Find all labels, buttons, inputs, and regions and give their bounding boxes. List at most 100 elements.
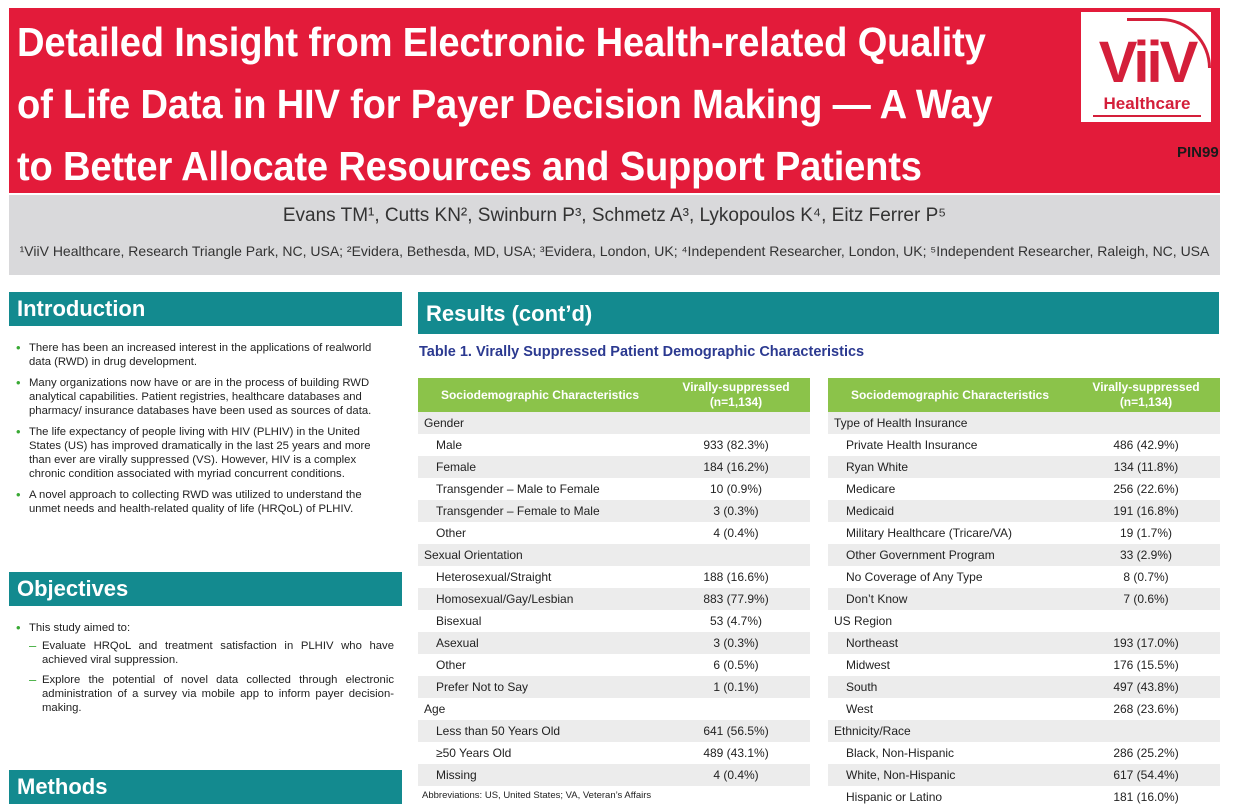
poster-code: PIN99 bbox=[1177, 144, 1219, 161]
column-header-line: (n=1,134) bbox=[709, 395, 763, 409]
row-label: Ryan White bbox=[828, 456, 1072, 478]
list-item: The life expectancy of people living wit… bbox=[16, 425, 394, 481]
affiliation-list: ¹ViiV Healthcare, Research Triangle Park… bbox=[19, 243, 1210, 259]
table-group-row: Sexual Orientation bbox=[418, 544, 810, 566]
row-label: Less than 50 Years Old bbox=[418, 720, 662, 742]
row-label: Transgender – Female to Male bbox=[418, 500, 662, 522]
column-header-line: Virally-suppressed bbox=[1092, 380, 1200, 394]
table-row: Less than 50 Years Old 641 (56.5%) bbox=[418, 720, 810, 742]
row-value: 641 (56.5%) bbox=[662, 720, 810, 742]
row-value: 933 (82.3%) bbox=[703, 438, 769, 452]
table-row: Black, Non-Hispanic 286 (25.2%) bbox=[828, 742, 1220, 764]
list-item: Evaluate HRQoL and treatment satisfactio… bbox=[29, 639, 394, 667]
table-row: Don’t Know 7 (0.6%) bbox=[828, 588, 1220, 610]
row-label: No Coverage of Any Type bbox=[846, 570, 983, 584]
row-value: 486 (42.9%) bbox=[1113, 438, 1179, 452]
row-label: Missing bbox=[418, 764, 662, 786]
title-banner: Detailed Insight from Electronic Health-… bbox=[9, 8, 1220, 193]
objectives-lead: This study aimed to: bbox=[29, 622, 131, 634]
table-row: Other 4 (0.4%) bbox=[418, 522, 810, 544]
objectives-sublist: Evaluate HRQoL and treatment satisfactio… bbox=[29, 639, 394, 715]
row-label: Northeast bbox=[828, 632, 1072, 654]
list-item: A novel approach to collecting RWD was u… bbox=[16, 488, 394, 516]
introduction-list: There has been an increased interest in … bbox=[16, 341, 394, 523]
table-row: Prefer Not to Say 1 (0.1%) bbox=[418, 676, 810, 698]
row-value bbox=[662, 412, 810, 434]
row-label: Bisexual bbox=[436, 614, 482, 628]
table-group-row: Gender bbox=[418, 412, 810, 434]
row-label: Asexual bbox=[418, 632, 662, 654]
table-header-row: Sociodemographic Characteristics Virally… bbox=[828, 378, 1220, 412]
row-value: 193 (17.0%) bbox=[1072, 632, 1220, 654]
row-label: Homosexual/Gay/Lesbian bbox=[418, 588, 662, 610]
table-row: Homosexual/Gay/Lesbian 883 (77.9%) bbox=[418, 588, 810, 610]
logo-wordmark: ViiV bbox=[1098, 30, 1199, 95]
logo-subtitle: Healthcare bbox=[1103, 94, 1191, 113]
row-value: 181 (16.0%) bbox=[1113, 790, 1179, 804]
row-value: 188 (16.6%) bbox=[703, 570, 769, 584]
column-header-line: (n=1,134) bbox=[1119, 395, 1173, 409]
row-value bbox=[1072, 610, 1220, 632]
table-row: Missing 4 (0.4%) bbox=[418, 764, 810, 786]
row-label: Medicare bbox=[846, 482, 896, 496]
row-value: 256 (22.6%) bbox=[1113, 482, 1179, 496]
row-value bbox=[1072, 720, 1220, 742]
poster-title: Detailed Insight from Electronic Health-… bbox=[17, 19, 993, 189]
table-row: Heterosexual/Straight 188 (16.6%) bbox=[418, 566, 810, 588]
row-label: Black, Non-Hispanic bbox=[846, 746, 955, 760]
table-group-row: Age bbox=[418, 698, 810, 720]
row-label: Hispanic or Latino bbox=[846, 790, 943, 804]
row-value: 33 (2.9%) bbox=[1072, 544, 1220, 566]
column-header: Virally-suppressed (n=1,134) bbox=[1072, 378, 1220, 412]
table-row: Military Healthcare (Tricare/VA) 19 (1.7%… bbox=[828, 522, 1220, 544]
table-row: Bisexual 53 (4.7%) bbox=[418, 610, 810, 632]
row-value: 617 (54.4%) bbox=[1072, 764, 1220, 786]
row-label: Ethnicity/Race bbox=[828, 720, 1072, 742]
methods-heading: Methods bbox=[9, 770, 402, 804]
objectives-list: This study aimed to: Evaluate HRQoL and … bbox=[16, 621, 394, 722]
table-row: White, Non-Hispanic 617 (54.4%) bbox=[828, 764, 1220, 786]
table-row: Other Government Program 33 (2.9%) bbox=[828, 544, 1220, 566]
row-value: 489 (43.1%) bbox=[703, 746, 769, 760]
column-header-line: Virally-suppressed bbox=[682, 380, 790, 394]
demographics-table-right: Sociodemographic Characteristics Virally… bbox=[828, 378, 1220, 808]
author-list: Evans TM¹, Cutts KN², Swinburn P³, Schme… bbox=[282, 205, 947, 226]
list-item: This study aimed to: Evaluate HRQoL and … bbox=[16, 621, 394, 715]
row-value: 184 (16.2%) bbox=[662, 456, 810, 478]
table-row: No Coverage of Any Type 8 (0.7%) bbox=[828, 566, 1220, 588]
row-label: Age bbox=[424, 702, 446, 716]
row-value bbox=[662, 698, 810, 720]
row-label: Military Healthcare (Tricare/VA) bbox=[846, 526, 1013, 540]
row-value: 7 (0.6%) bbox=[1072, 588, 1220, 610]
table-row: Male 933 (82.3%) bbox=[418, 434, 810, 456]
row-label: Heterosexual/Straight bbox=[436, 570, 552, 584]
authors-bar: Evans TM¹, Cutts KN², Swinburn P³, Schme… bbox=[9, 195, 1220, 275]
row-value: 268 (23.6%) bbox=[1113, 702, 1179, 716]
row-label: Other bbox=[436, 526, 467, 540]
row-value: 53 (4.7%) bbox=[709, 614, 763, 628]
row-value: 3 (0.3%) bbox=[662, 632, 810, 654]
objectives-heading: Objectives bbox=[9, 572, 402, 606]
table-row: Ryan White 134 (11.8%) bbox=[828, 456, 1220, 478]
table-row: South 497 (43.8%) bbox=[828, 676, 1220, 698]
row-value: 19 (1.7%) bbox=[1119, 526, 1173, 540]
table-row: Transgender – Male to Female 10 (0.9%) bbox=[418, 478, 810, 500]
table-row: Female 184 (16.2%) bbox=[418, 456, 810, 478]
row-value: 3 (0.3%) bbox=[662, 500, 810, 522]
results-heading: Results (cont’d) bbox=[418, 292, 1219, 334]
table-row: Medicaid 191 (16.8%) bbox=[828, 500, 1220, 522]
table-row: Hispanic or Latino 181 (16.0%) bbox=[828, 786, 1220, 808]
introduction-heading: Introduction bbox=[9, 292, 402, 326]
row-label: Don’t Know bbox=[828, 588, 1072, 610]
row-value: 497 (43.8%) bbox=[1072, 676, 1220, 698]
demographics-table-left: Sociodemographic Characteristics Virally… bbox=[418, 378, 810, 786]
list-item: Many organizations now have or are in th… bbox=[16, 376, 394, 418]
table-row: Other 6 (0.5%) bbox=[418, 654, 810, 676]
table-header-row: Sociodemographic Characteristics Virally… bbox=[418, 378, 810, 412]
row-value: 1 (0.1%) bbox=[662, 676, 810, 698]
table-group-row: Type of Health Insurance bbox=[828, 412, 1220, 434]
logo-underline bbox=[1093, 115, 1201, 117]
table-row: ≥50 Years Old 489 (43.1%) bbox=[418, 742, 810, 764]
row-label: Male bbox=[436, 438, 463, 452]
row-value bbox=[662, 544, 810, 566]
